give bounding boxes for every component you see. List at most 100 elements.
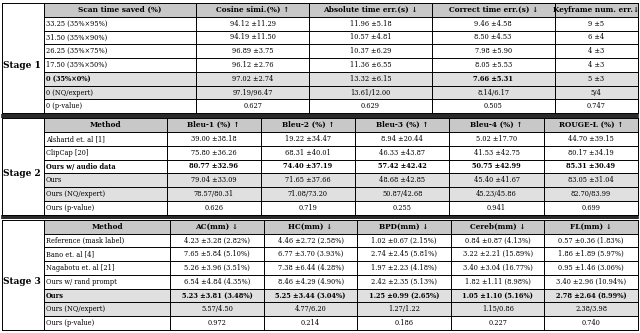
Bar xyxy=(44,220,638,233)
Text: Ours w/ audio data: Ours w/ audio data xyxy=(46,163,116,170)
Text: 19.22 ±34.47: 19.22 ±34.47 xyxy=(285,135,331,143)
Text: Stage 3: Stage 3 xyxy=(3,277,41,286)
Text: 45.23/45.86: 45.23/45.86 xyxy=(476,190,517,198)
Text: ROUGE-L (%) ↑: ROUGE-L (%) ↑ xyxy=(559,121,623,129)
Text: 0.627: 0.627 xyxy=(243,102,262,110)
Text: 0.214: 0.214 xyxy=(301,319,320,327)
Text: 11.36 ±6.55: 11.36 ±6.55 xyxy=(349,61,391,69)
Text: Bleu-4 (%) ↑: Bleu-4 (%) ↑ xyxy=(470,121,523,129)
Text: BPD(mm) ↓: BPD(mm) ↓ xyxy=(380,223,429,231)
Text: 5.25 ±3.44 (3.04%): 5.25 ±3.44 (3.04%) xyxy=(275,292,346,300)
Text: 71.65 ±37.66: 71.65 ±37.66 xyxy=(285,176,331,184)
Bar xyxy=(44,3,638,17)
Text: 0.941: 0.941 xyxy=(487,204,506,212)
Text: Stage 1: Stage 1 xyxy=(3,61,41,70)
Text: 0.255: 0.255 xyxy=(393,204,412,212)
Text: 3.40 ±3.04 (16.77%): 3.40 ±3.04 (16.77%) xyxy=(463,264,532,272)
Text: 2.38/3.98: 2.38/3.98 xyxy=(575,305,607,313)
Text: Ours (NQ/expert): Ours (NQ/expert) xyxy=(46,190,105,198)
Text: Nagabotu et. al [21]: Nagabotu et. al [21] xyxy=(46,264,115,272)
Text: 4.46 ±2.72 (2.58%): 4.46 ±2.72 (2.58%) xyxy=(278,236,344,244)
Text: 48.68 ±42.85: 48.68 ±42.85 xyxy=(380,176,426,184)
Text: 96.12 ±2.76: 96.12 ±2.76 xyxy=(232,61,273,69)
Text: Bano et. al [4]: Bano et. al [4] xyxy=(46,250,94,258)
Text: Alsharid et. al [1]: Alsharid et. al [1] xyxy=(46,135,105,143)
Text: 1.97 ±2.23 (4.18%): 1.97 ±2.23 (4.18%) xyxy=(371,264,437,272)
Text: 79.04 ±33.09: 79.04 ±33.09 xyxy=(191,176,237,184)
Text: 8.50 ±4.53: 8.50 ±4.53 xyxy=(474,33,512,41)
Text: 5.26 ±3.96 (3.51%): 5.26 ±3.96 (3.51%) xyxy=(184,264,250,272)
Bar xyxy=(44,118,638,132)
Text: 0.186: 0.186 xyxy=(395,319,413,327)
Text: 7.65 ±5.84 (5.10%): 7.65 ±5.84 (5.10%) xyxy=(184,250,250,258)
Text: 71.08/73.20: 71.08/73.20 xyxy=(288,190,328,198)
Text: 8.14/6.17: 8.14/6.17 xyxy=(477,89,509,97)
Text: Ours: Ours xyxy=(46,176,62,184)
Text: 39.00 ±38.18: 39.00 ±38.18 xyxy=(191,135,237,143)
Text: 50.87/42.68: 50.87/42.68 xyxy=(382,190,422,198)
Text: 6.54 ±4.84 (4.35%): 6.54 ±4.84 (4.35%) xyxy=(184,278,250,286)
Text: 94.19 ±11.50: 94.19 ±11.50 xyxy=(230,33,276,41)
Text: 5/4: 5/4 xyxy=(591,89,602,97)
Text: 0.699: 0.699 xyxy=(581,204,600,212)
Text: Ours: Ours xyxy=(46,292,64,300)
Text: 13.61/12.00: 13.61/12.00 xyxy=(350,89,390,97)
Text: 8.94 ±20.44: 8.94 ±20.44 xyxy=(381,135,423,143)
Bar xyxy=(44,86,638,100)
Text: 0.740: 0.740 xyxy=(582,319,601,327)
Text: 8.46 ±4.29 (4.90%): 8.46 ±4.29 (4.90%) xyxy=(278,278,344,286)
Text: Ours w/ rand prompt: Ours w/ rand prompt xyxy=(46,278,117,286)
Text: 57.42 ±42.42: 57.42 ±42.42 xyxy=(378,163,427,170)
Text: 1.25 ±0.99 (2.65%): 1.25 ±0.99 (2.65%) xyxy=(369,292,439,300)
Text: 8.05 ±5.53: 8.05 ±5.53 xyxy=(474,61,512,69)
Text: 0 (p-value): 0 (p-value) xyxy=(46,102,82,110)
Text: 2.42 ±2.35 (5.13%): 2.42 ±2.35 (5.13%) xyxy=(371,278,437,286)
Text: 0.95 ±1.46 (3.06%): 0.95 ±1.46 (3.06%) xyxy=(558,264,624,272)
Text: 0.84 ±0.87 (4.13%): 0.84 ±0.87 (4.13%) xyxy=(465,236,531,244)
Text: 0.629: 0.629 xyxy=(361,102,380,110)
Text: 94.12 ±11.29: 94.12 ±11.29 xyxy=(230,20,276,28)
Bar xyxy=(44,72,638,86)
Text: 6 ±4: 6 ±4 xyxy=(588,33,604,41)
Text: Scan time saved (%): Scan time saved (%) xyxy=(78,6,162,14)
Bar xyxy=(44,289,638,302)
Text: 9.46 ±4.58: 9.46 ±4.58 xyxy=(474,20,512,28)
Text: AC(mm) ↓: AC(mm) ↓ xyxy=(196,223,239,231)
Text: 80.17 ±34.19: 80.17 ±34.19 xyxy=(568,149,614,157)
Text: 45.40 ±41.67: 45.40 ±41.67 xyxy=(474,176,520,184)
Text: 3.22 ±2.21 (15.89%): 3.22 ±2.21 (15.89%) xyxy=(463,250,532,258)
Text: 0.626: 0.626 xyxy=(204,204,223,212)
Text: 96.89 ±3.75: 96.89 ±3.75 xyxy=(232,47,273,55)
Text: 9 ±5: 9 ±5 xyxy=(588,20,604,28)
Text: 4 ±3: 4 ±3 xyxy=(588,61,604,69)
Text: 0.227: 0.227 xyxy=(488,319,507,327)
Text: Reference (mask label): Reference (mask label) xyxy=(46,236,124,244)
Text: Keyframe num. err.↓: Keyframe num. err.↓ xyxy=(553,6,639,14)
Text: 13.32 ±6.15: 13.32 ±6.15 xyxy=(349,75,391,83)
Text: 31.50 (35%×90%): 31.50 (35%×90%) xyxy=(46,33,108,41)
Text: 2.78 ±2.64 (8.99%): 2.78 ±2.64 (8.99%) xyxy=(556,292,627,300)
Text: 4 ±3: 4 ±3 xyxy=(588,47,604,55)
Text: 0.57 ±0.36 (1.83%): 0.57 ±0.36 (1.83%) xyxy=(559,236,624,244)
Text: 97.19/96.47: 97.19/96.47 xyxy=(232,89,273,97)
Text: 97.02 ±2.74: 97.02 ±2.74 xyxy=(232,75,273,83)
Text: 5.57/4.50: 5.57/4.50 xyxy=(201,305,233,313)
Text: Method: Method xyxy=(92,223,123,231)
Text: 50.75 ±42.99: 50.75 ±42.99 xyxy=(472,163,521,170)
Text: Cosine simi.(%) ↑: Cosine simi.(%) ↑ xyxy=(216,6,289,14)
Text: 1.15/0.86: 1.15/0.86 xyxy=(482,305,514,313)
Text: 7.38 ±6.44 (4.28%): 7.38 ±6.44 (4.28%) xyxy=(278,264,344,272)
Text: 4.77/6.20: 4.77/6.20 xyxy=(295,305,326,313)
Text: 68.31 ±40.01: 68.31 ±40.01 xyxy=(285,149,331,157)
Text: 1.05 ±1.10 (5.16%): 1.05 ±1.10 (5.16%) xyxy=(462,292,533,300)
Text: 82.70/83.99: 82.70/83.99 xyxy=(571,190,611,198)
Text: 0.719: 0.719 xyxy=(299,204,317,212)
Text: 5.02 ±17.70: 5.02 ±17.70 xyxy=(476,135,517,143)
Text: FL(mm) ↓: FL(mm) ↓ xyxy=(570,223,612,231)
Text: 1.02 ±0.67 (2.15%): 1.02 ±0.67 (2.15%) xyxy=(371,236,437,244)
Text: 6.77 ±3.70 (3.93%): 6.77 ±3.70 (3.93%) xyxy=(278,250,343,258)
Text: 1.86 ±1.89 (5.97%): 1.86 ±1.89 (5.97%) xyxy=(558,250,624,258)
Text: 74.40 ±37.19: 74.40 ±37.19 xyxy=(284,163,333,170)
Text: 11.96 ±5.18: 11.96 ±5.18 xyxy=(349,20,391,28)
Text: 33.25 (35%×95%): 33.25 (35%×95%) xyxy=(46,20,108,28)
